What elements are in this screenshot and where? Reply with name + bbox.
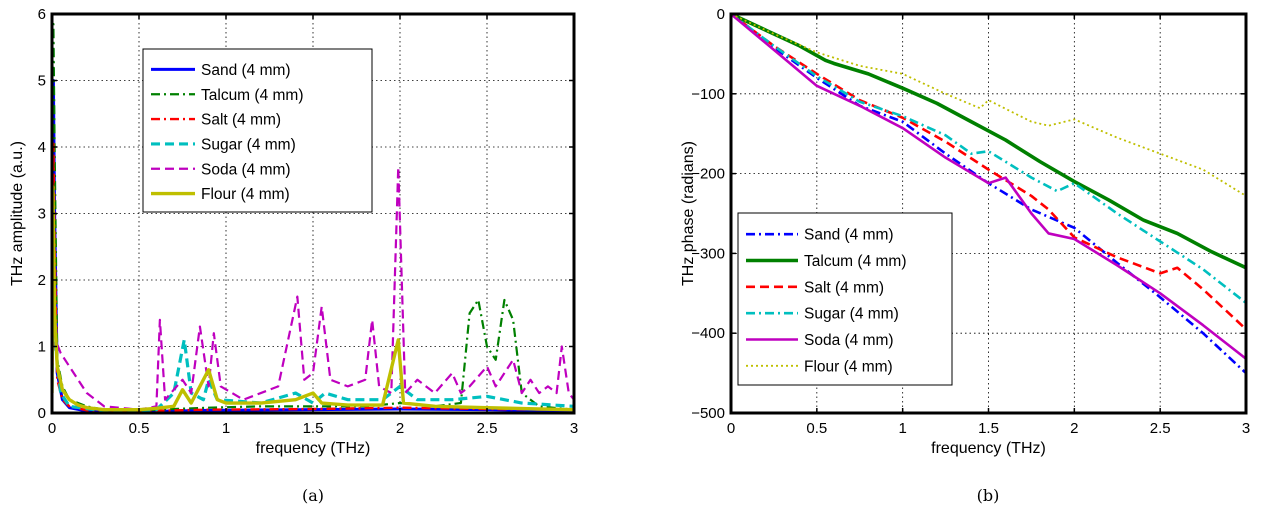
subfigure-caption: (b) bbox=[977, 486, 1000, 505]
series-line-sugar bbox=[731, 12, 1246, 304]
x-tick-label: 0.5 bbox=[129, 420, 150, 437]
legend-box bbox=[142, 48, 373, 213]
x-tick-label: 1 bbox=[222, 420, 230, 437]
y-tick-label: 0 bbox=[717, 6, 725, 23]
legend-entry-label: Salt (4 mm) bbox=[201, 112, 281, 129]
y-tick-label: −500 bbox=[691, 405, 725, 422]
x-axis-label: frequency (THz) bbox=[931, 440, 1046, 457]
y-tick-label: 5 bbox=[38, 73, 46, 90]
x-tick-label: 0 bbox=[48, 420, 56, 437]
series-line-talcum bbox=[731, 12, 1246, 270]
legend-entry-label: Salt (4 mm) bbox=[804, 279, 884, 296]
x-tick-label: 2.5 bbox=[477, 420, 498, 437]
series-line-flour bbox=[52, 185, 574, 412]
x-tick-label: 1.5 bbox=[978, 420, 999, 437]
y-tick-label: −200 bbox=[691, 166, 725, 183]
legend-entry-label: Sugar (4 mm) bbox=[201, 136, 296, 153]
series-line-salt bbox=[731, 12, 1246, 331]
x-tick-label: 3 bbox=[570, 420, 578, 437]
legend-entry-label: Sand (4 mm) bbox=[201, 62, 291, 79]
y-tick-label: 3 bbox=[38, 206, 46, 223]
y-tick-label: −300 bbox=[691, 245, 725, 262]
x-tick-label: 2.5 bbox=[1150, 420, 1171, 437]
series-line-soda bbox=[731, 13, 1246, 360]
y-axis-label: THz amplitude (a.u.) bbox=[9, 141, 26, 286]
y-tick-label: 0 bbox=[38, 405, 46, 422]
y-tick-label: 1 bbox=[38, 339, 46, 356]
legend: Sand (4 mm) Talcum (4 mm) Salt (4 mm) Sugar… bbox=[737, 212, 953, 386]
legend-entry-label: Talcum (4 mm) bbox=[804, 253, 906, 270]
legend-entry-label: Talcum (4 mm) bbox=[201, 87, 303, 104]
x-tick-label: 1.5 bbox=[303, 420, 324, 437]
x-tick-label: 0.5 bbox=[806, 420, 827, 437]
y-tick-label: 2 bbox=[38, 272, 46, 289]
legend-entry-label: Soda (4 mm) bbox=[201, 161, 291, 178]
series-line-salt bbox=[52, 142, 574, 413]
legend-entry-label: Soda (4 mm) bbox=[804, 332, 894, 349]
y-tick-label: −100 bbox=[691, 86, 725, 103]
legend-entry-label: Sand (4 mm) bbox=[804, 227, 894, 244]
x-tick-label: 0 bbox=[727, 420, 735, 437]
y-tick-label: −400 bbox=[691, 325, 725, 342]
legend-entry-label: Sugar (4 mm) bbox=[804, 306, 899, 323]
legend-box bbox=[737, 212, 953, 386]
legend-entry-label: Flour (4 mm) bbox=[201, 186, 290, 203]
amplitude-chart: 0 0.5 1 1.5 2 2.5 3 0 1 2 3 4 5 6 frequency (THz) THz a… bbox=[9, 6, 578, 505]
series-group bbox=[731, 12, 1246, 375]
phase-chart: 0 0.5 1 1.5 2 2.5 3 −500 −400 −300 −200 −100 0 freque… bbox=[680, 6, 1250, 505]
x-tick-label: 2 bbox=[396, 420, 404, 437]
x-tick-label: 3 bbox=[1242, 420, 1250, 437]
x-tick-label: 2 bbox=[1070, 420, 1078, 437]
x-tick-label: 1 bbox=[898, 420, 906, 437]
y-axis-label: THz phase (radians) bbox=[680, 141, 697, 286]
legend: Sand (4 mm) Talcum (4 mm) Salt (4 mm) Sugar… bbox=[142, 48, 373, 213]
legend-entry-label: Flour (4 mm) bbox=[804, 358, 893, 375]
y-tick-label: 4 bbox=[38, 139, 46, 156]
y-tick-label: 6 bbox=[38, 6, 46, 23]
subfigure-caption: (a) bbox=[302, 486, 324, 505]
x-axis-label: frequency (THz) bbox=[256, 440, 371, 457]
